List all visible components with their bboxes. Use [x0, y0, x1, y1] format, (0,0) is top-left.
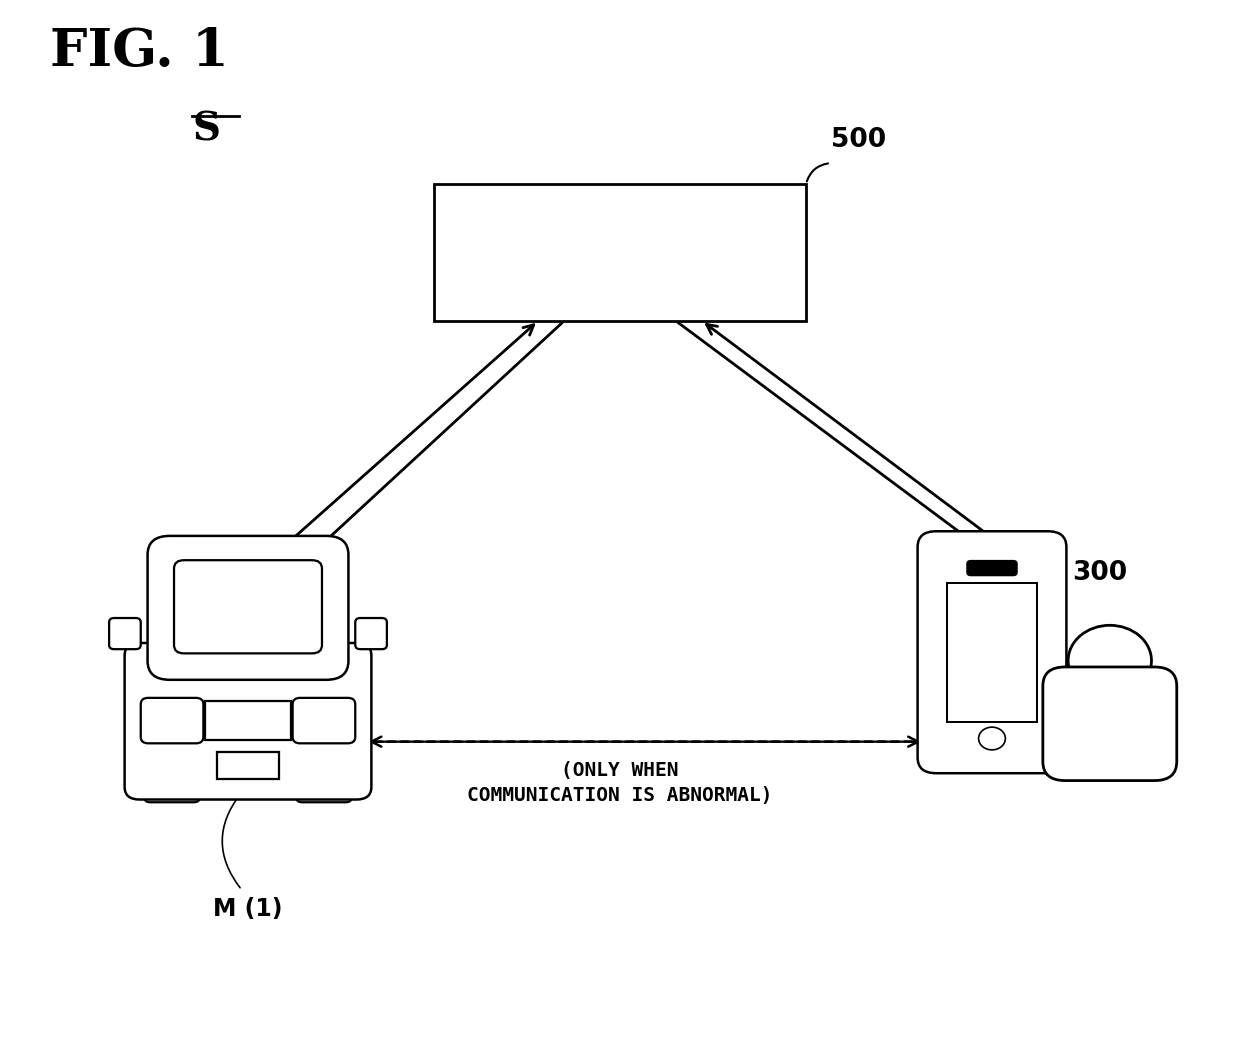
FancyBboxPatch shape: [434, 184, 806, 321]
FancyBboxPatch shape: [918, 531, 1066, 773]
Text: M (1): M (1): [213, 897, 283, 922]
FancyBboxPatch shape: [1043, 667, 1177, 781]
Circle shape: [1068, 625, 1152, 696]
Text: 300: 300: [1073, 561, 1127, 586]
FancyBboxPatch shape: [293, 697, 355, 744]
Text: PARKING LOT
MANAGEMENT DEVICE: PARKING LOT MANAGEMENT DEVICE: [506, 229, 734, 276]
FancyBboxPatch shape: [125, 643, 372, 800]
FancyBboxPatch shape: [141, 697, 203, 744]
FancyBboxPatch shape: [967, 561, 1017, 575]
FancyBboxPatch shape: [206, 701, 290, 741]
Text: FIG. 1: FIG. 1: [50, 26, 228, 77]
Circle shape: [978, 727, 1006, 750]
Text: (ONLY WHEN
COMMUNICATION IS ABNORMAL): (ONLY WHEN COMMUNICATION IS ABNORMAL): [467, 761, 773, 805]
FancyBboxPatch shape: [296, 771, 352, 803]
Text: 500: 500: [831, 126, 885, 153]
Text: S: S: [192, 110, 221, 148]
FancyBboxPatch shape: [144, 771, 200, 803]
FancyBboxPatch shape: [355, 618, 387, 649]
FancyBboxPatch shape: [148, 535, 348, 680]
FancyBboxPatch shape: [217, 752, 279, 778]
FancyBboxPatch shape: [174, 561, 322, 653]
FancyBboxPatch shape: [947, 583, 1037, 722]
FancyBboxPatch shape: [109, 618, 141, 649]
